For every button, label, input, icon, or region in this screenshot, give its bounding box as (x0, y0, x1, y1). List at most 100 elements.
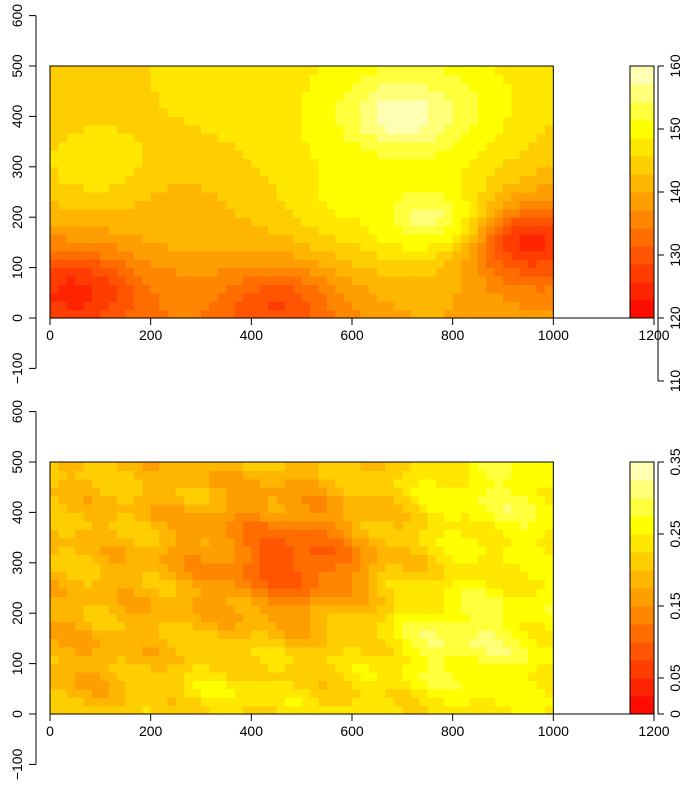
heatmap-cell (335, 108, 345, 117)
heatmap-cell (293, 613, 303, 623)
heatmap-cell (108, 638, 118, 648)
heatmap-cell (217, 124, 227, 134)
heatmap-cell (117, 108, 127, 117)
heatmap-cell (50, 462, 59, 471)
heatmap-cell (192, 646, 202, 656)
heatmap-cell (150, 487, 160, 497)
heatmap-cell (259, 166, 269, 176)
heatmap-cell (419, 546, 429, 555)
heatmap-cell (435, 150, 445, 159)
heatmap-cell (393, 638, 403, 648)
heatmap-cell (544, 292, 554, 302)
heatmap-cell (486, 579, 496, 589)
heatmap-cell (486, 66, 496, 75)
heatmap-cell (133, 208, 143, 218)
heatmap-cell (503, 259, 512, 269)
heatmap-cell (427, 158, 437, 168)
heatmap-cell (192, 82, 202, 92)
heatmap-cell (536, 208, 546, 218)
heatmap-cell (184, 680, 194, 690)
heatmap-cell (268, 672, 278, 681)
heatmap-cell (494, 158, 504, 168)
heatmap-cell (544, 621, 554, 631)
heatmap-cell (469, 512, 479, 522)
heatmap-cell (142, 108, 152, 117)
heatmap-cell (410, 470, 420, 480)
heatmap-cell (326, 688, 336, 698)
heatmap-cell (494, 529, 504, 539)
heatmap-cell (117, 546, 127, 555)
heatmap-cell (175, 284, 185, 294)
heatmap-cell (259, 301, 269, 311)
heatmap-cell (217, 512, 227, 522)
heatmap-cell (242, 116, 252, 126)
heatmap-cell (301, 158, 311, 168)
heatmap-cell (402, 225, 412, 235)
heatmap-cell (486, 487, 496, 497)
heatmap-cell (318, 183, 328, 193)
heatmap-cell (259, 158, 269, 168)
heatmap-cell (486, 217, 496, 227)
heatmap-cell (217, 621, 227, 631)
heatmap-cell (435, 596, 445, 606)
heatmap-cell (184, 158, 194, 168)
heatmap-cell (192, 596, 202, 606)
heatmap-cell (310, 470, 320, 480)
heatmap-cell (268, 487, 278, 497)
heatmap-cell (410, 284, 420, 294)
heatmap-cell (259, 183, 269, 193)
heatmap-cell (108, 604, 118, 614)
heatmap-cell (435, 225, 445, 235)
heatmap-cell (75, 688, 85, 698)
heatmap-cell (368, 133, 378, 143)
heatmap-cell (402, 166, 412, 176)
heatmap-cell (435, 478, 445, 488)
heatmap-cell (528, 250, 538, 260)
heatmap-cell (352, 301, 361, 311)
heatmap-cell (100, 705, 110, 715)
heatmap-cell (108, 663, 118, 673)
heatmap-cell (427, 613, 437, 623)
heatmap-cell (461, 200, 471, 210)
heatmap-cell (410, 74, 420, 84)
heatmap-cell (268, 292, 278, 302)
heatmap-cell (385, 663, 395, 673)
heatmap-cell (142, 150, 152, 159)
heatmap-cell (50, 680, 59, 690)
heatmap-cell (444, 478, 454, 488)
heatmap-cell (326, 267, 336, 277)
heatmap-cell (268, 242, 278, 252)
colorbar-tick-label: 0.15 (667, 592, 683, 619)
heatmap-cell (184, 596, 194, 606)
heatmap-cell (150, 183, 160, 193)
heatmap-cell (444, 604, 454, 614)
heatmap-cell (142, 596, 152, 606)
heatmap-cell (343, 166, 353, 176)
heatmap-cell (125, 554, 135, 564)
heatmap-cell (511, 705, 521, 715)
heatmap-cell (75, 259, 85, 269)
heatmap-cell (326, 462, 336, 471)
heatmap-cell (377, 579, 387, 589)
heatmap-cell (326, 663, 336, 673)
heatmap-cell (410, 292, 420, 302)
heatmap-cell (284, 133, 294, 143)
heatmap-cell (536, 133, 546, 143)
heatmap-cell (75, 267, 85, 277)
heatmap-cell (58, 495, 68, 505)
heatmap-cell (477, 688, 487, 698)
heatmap-cell (318, 520, 328, 530)
heatmap-cell (242, 588, 252, 597)
heatmap-cell (209, 91, 219, 101)
heatmap-cell (50, 66, 59, 75)
heatmap-cell (494, 579, 504, 589)
heatmap-cell (234, 697, 244, 707)
heatmap-cell (377, 487, 387, 497)
heatmap-cell (209, 82, 219, 92)
heatmap-cell (360, 276, 370, 285)
heatmap-cell (142, 470, 152, 480)
heatmap-cell (343, 234, 353, 243)
heatmap-cell (284, 646, 294, 656)
heatmap-cell (217, 504, 227, 513)
heatmap-cell (360, 462, 370, 471)
